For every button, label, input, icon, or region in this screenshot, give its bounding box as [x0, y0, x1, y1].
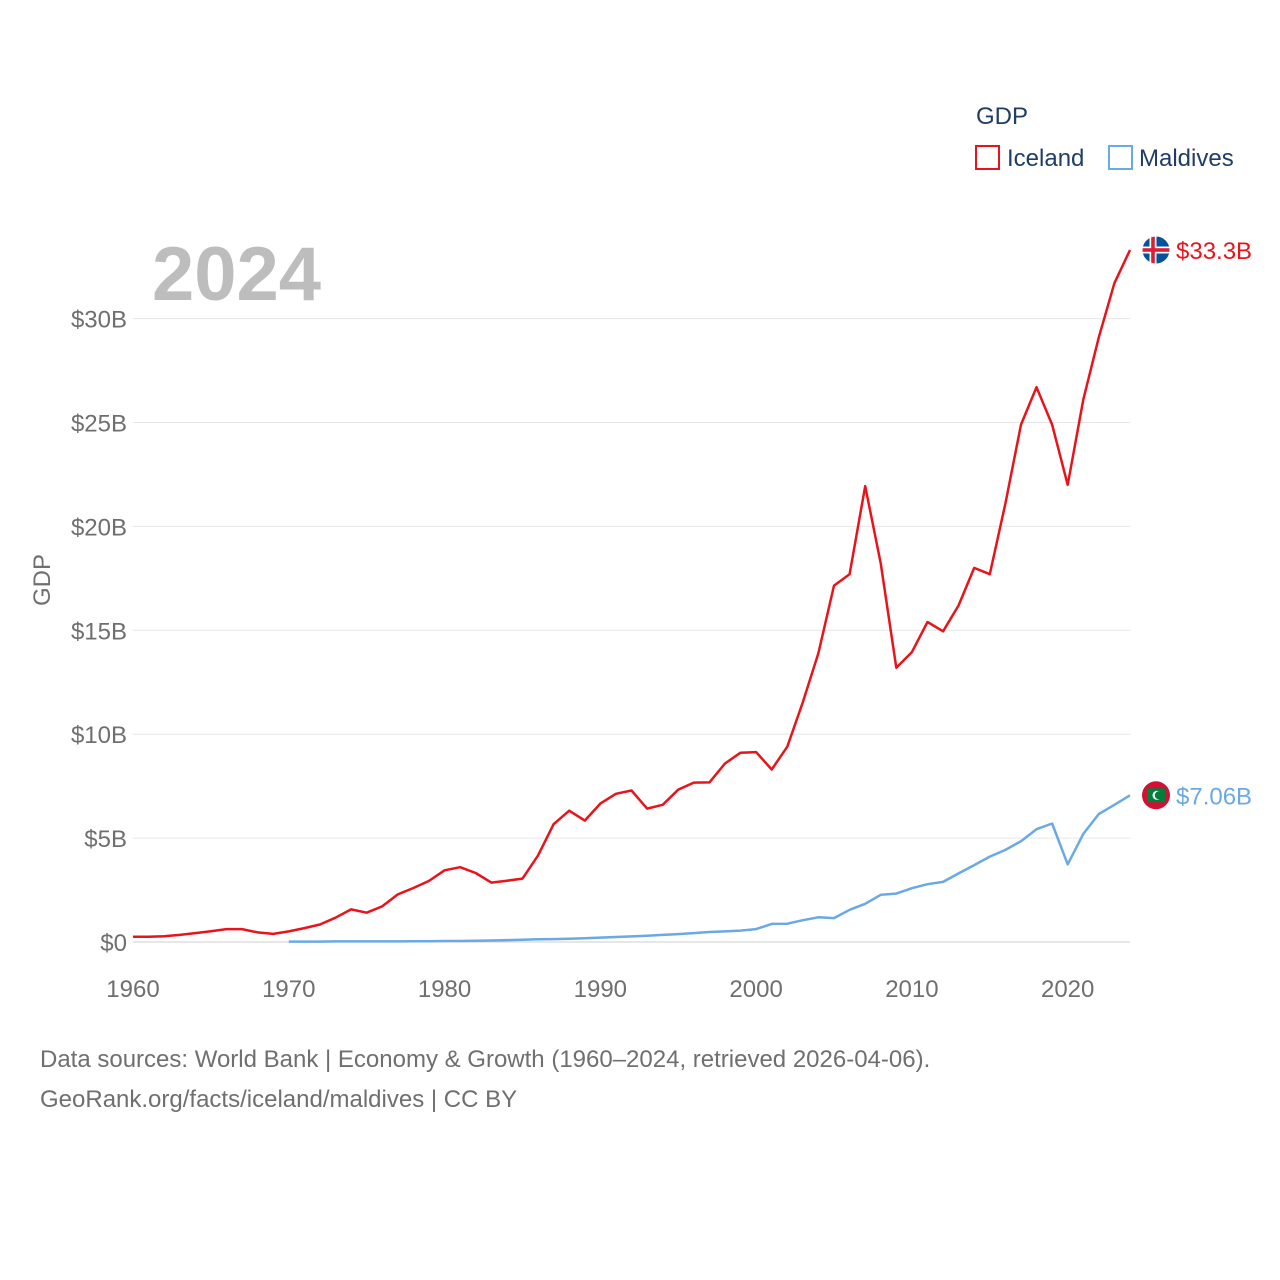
- source-note: Data sources: World Bank | Economy & Gro…: [40, 1046, 931, 1073]
- y-tick-label: $10B: [71, 722, 127, 749]
- end-value-label-iceland: $33.3B: [1176, 238, 1252, 265]
- series-line-maldives: [288, 794, 1131, 943]
- end-value-label-maldives: $7.06B: [1176, 783, 1252, 810]
- y-tick-label: $0: [100, 930, 127, 957]
- y-tick-label: $5B: [84, 826, 127, 853]
- grid: [133, 318, 1130, 943]
- flag-cross-h-red: [1142, 248, 1170, 252]
- legend-title: GDP: [976, 103, 1028, 130]
- legend: GDP Iceland Maldives: [975, 103, 1234, 172]
- y-tick-label: $30B: [71, 307, 127, 334]
- x-tick-label: 2000: [729, 976, 782, 1003]
- legend-swatch-iceland[interactable]: [975, 145, 1000, 170]
- series-layer: [133, 249, 1132, 943]
- legend-label-maldives[interactable]: Maldives: [1139, 145, 1234, 172]
- gdp-line-chart: 2024 GDP $0$5B$10B$15B$20B$25B$30B 1960 1…: [29, 103, 1252, 1003]
- x-tick-label: 1990: [574, 976, 627, 1003]
- y-axis-ticks: $0 $5B $10B $15B $20B $25B $30B: [71, 307, 127, 957]
- legend-label-iceland[interactable]: Iceland: [1007, 145, 1084, 172]
- flag-crescent-inner: [1154, 791, 1163, 800]
- source-url[interactable]: GeoRank.org/facts/iceland/maldives | CC …: [40, 1086, 518, 1113]
- x-tick-label: 1980: [418, 976, 471, 1003]
- legend-swatch-maldives[interactable]: [1108, 145, 1133, 170]
- end-markers: $33.3B $7.06B: [1141, 235, 1252, 810]
- x-axis-ticks: 1960 1970 1980 1990 2000 2010 2020: [106, 976, 1094, 1003]
- x-tick-label: 1960: [106, 976, 159, 1003]
- y-tick-label: $25B: [71, 410, 127, 437]
- flag-cross-v-red: [1151, 236, 1155, 264]
- iceland-flag-icon: [1141, 235, 1171, 265]
- series-line-iceland: [133, 249, 1132, 939]
- x-tick-label: 2010: [885, 976, 938, 1003]
- y-axis-label: GDP: [29, 554, 56, 606]
- y-tick-label: $20B: [71, 514, 127, 541]
- y-tick-label: $15B: [71, 618, 127, 645]
- maldives-flag-icon: [1142, 781, 1170, 810]
- flag-ring: [1141, 235, 1171, 265]
- x-tick-label: 2020: [1041, 976, 1094, 1003]
- year-label: 2024: [152, 232, 321, 317]
- x-tick-label: 1970: [262, 976, 315, 1003]
